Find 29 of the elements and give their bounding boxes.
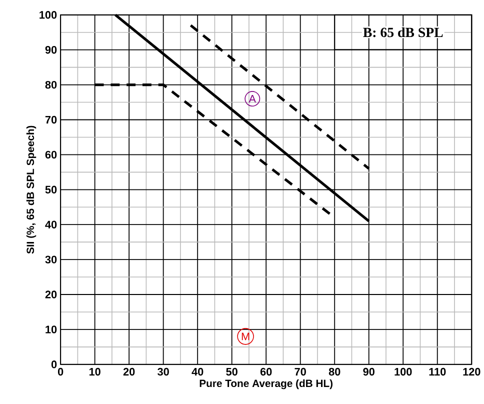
- x-tick-label: 30: [158, 368, 169, 376]
- x-tick-label: 0: [58, 368, 64, 376]
- y-tick-label: 10: [46, 326, 57, 334]
- annotation: M: [242, 332, 250, 340]
- x-tick-label: 50: [226, 368, 238, 376]
- x-tick-label: 40: [192, 368, 204, 376]
- y-tick-label: 30: [45, 256, 57, 264]
- y-tick-label: 60: [45, 150, 57, 158]
- x-axis-title: Pure Tone Average (dB HL): [200, 379, 332, 390]
- x-tick-label: 80: [328, 368, 340, 376]
- y-tick-label: 70: [45, 116, 57, 124]
- x-tick-label: 70: [294, 368, 306, 376]
- x-tick-label: 110: [429, 368, 446, 376]
- x-tick-label: 10: [89, 368, 100, 376]
- y-axis-title: SII (%, 65 dB SPL Speech): [26, 126, 36, 254]
- annotation: A: [248, 94, 256, 102]
- text: B: 65 dB SPL: [363, 27, 443, 38]
- y-tick-label: 80: [45, 80, 57, 89]
- y-tick-label: 0: [51, 360, 57, 368]
- y-tick-label: 90: [45, 46, 57, 54]
- x-tick-label: 100: [394, 368, 412, 376]
- y-tick-label: 50: [45, 186, 57, 194]
- x-tick-label: 120: [463, 368, 480, 376]
- y-tick-label: 100: [40, 11, 57, 19]
- y-tick-label: 40: [45, 220, 57, 228]
- x-tick-label: 60: [260, 368, 272, 376]
- x-tick-label: 20: [123, 368, 135, 376]
- y-tick-label: 20: [45, 290, 57, 298]
- x-tick-label: 90: [363, 368, 374, 376]
